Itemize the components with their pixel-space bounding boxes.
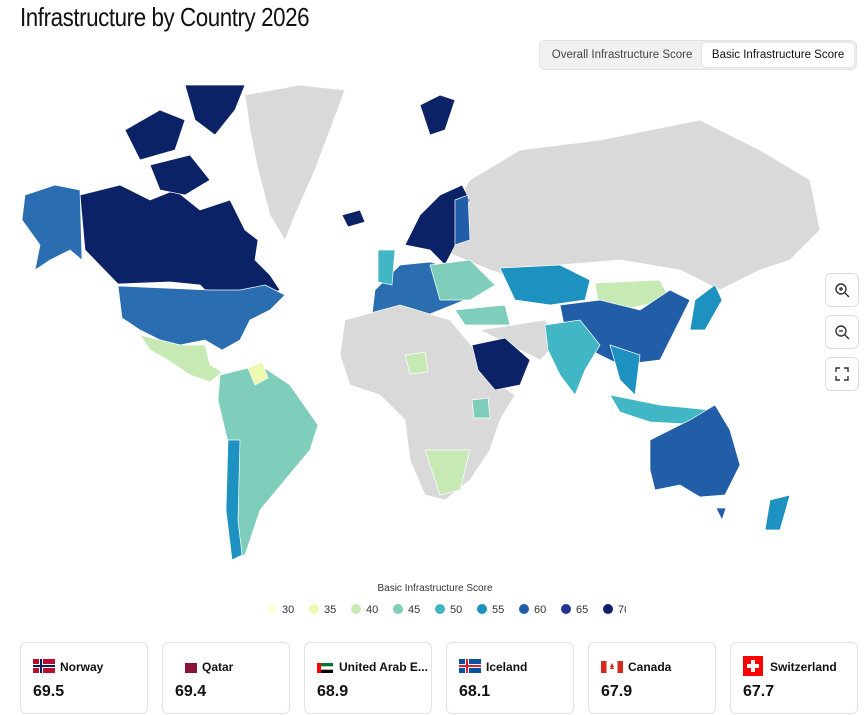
zoom-in-icon (835, 283, 850, 298)
legend-swatch (561, 604, 571, 614)
country-score: 68.1 (459, 683, 491, 700)
country[interactable] (339, 304, 516, 501)
country[interactable] (419, 94, 456, 136)
legend-swatch (393, 604, 403, 614)
flag (181, 663, 197, 673)
country-score: 67.7 (743, 683, 775, 700)
page-title: Infrastructure by Country 2026 (20, 2, 310, 32)
country-card[interactable]: United Arab E... 68.9 (304, 642, 432, 714)
country-name: Switzerland (770, 660, 837, 674)
country[interactable] (429, 259, 496, 301)
legend-title: Basic Infrastructure Score (377, 583, 493, 594)
country-score: 67.9 (601, 683, 633, 700)
toggle-option[interactable]: Basic Infrastructure Score (702, 43, 855, 67)
toggle-option[interactable]: Overall Infrastructure Score (551, 49, 693, 61)
country[interactable] (454, 194, 471, 246)
country[interactable] (404, 351, 429, 375)
legend-swatch (477, 604, 487, 614)
country[interactable] (471, 397, 491, 419)
legend-swatch (435, 604, 445, 614)
country-score: 68.9 (317, 683, 349, 700)
legend-swatch (309, 604, 319, 614)
fullscreen-button[interactable] (825, 357, 859, 391)
country[interactable] (649, 404, 741, 498)
country[interactable] (149, 154, 211, 196)
country[interactable] (184, 84, 246, 136)
country[interactable] (544, 319, 601, 396)
score-toggle: Overall Infrastructure Score Basic Infra… (539, 40, 857, 70)
flag (601, 661, 623, 673)
country[interactable] (124, 109, 186, 161)
zoom-out-icon (835, 325, 850, 340)
legend-swatch (603, 604, 613, 614)
legend-swatch (267, 604, 277, 614)
legend-label: 30 (282, 604, 294, 615)
legend-label: 55 (492, 604, 504, 615)
country-card[interactable]: Norway 69.5 (20, 642, 148, 714)
country[interactable] (499, 264, 591, 306)
fullscreen-icon (835, 367, 849, 381)
country[interactable] (609, 344, 641, 396)
legend-label: 45 (408, 604, 420, 615)
legend-swatch (351, 604, 361, 614)
legend-swatch (519, 604, 529, 614)
country-card[interactable]: Canada 67.9 (588, 642, 716, 714)
country[interactable] (471, 337, 531, 391)
countries (21, 84, 821, 561)
country-card[interactable]: Iceland 68.1 (446, 642, 574, 714)
country[interactable] (21, 184, 83, 271)
country[interactable] (139, 334, 223, 383)
zoom-out-button[interactable] (825, 315, 859, 349)
country-name: Canada (628, 660, 672, 674)
flag (317, 663, 333, 673)
country[interactable] (79, 184, 281, 301)
country[interactable] (764, 494, 791, 531)
legend-label: 40 (366, 604, 378, 615)
country-name: United Arab E... (339, 660, 428, 674)
country-score: 69.5 (33, 683, 65, 700)
legend-label: 35 (324, 604, 336, 615)
country[interactable] (217, 364, 319, 561)
country-name: Norway (60, 660, 104, 674)
country[interactable] (689, 284, 723, 331)
country[interactable] (244, 84, 346, 241)
country-card[interactable]: Switzerland 67.7 (730, 642, 858, 714)
flag (33, 659, 55, 673)
country[interactable] (341, 209, 366, 228)
country[interactable] (225, 439, 243, 561)
flag (743, 656, 763, 676)
country[interactable] (424, 449, 471, 496)
flag (459, 659, 481, 673)
zoom-in-button[interactable] (825, 273, 859, 307)
country[interactable] (454, 304, 511, 326)
country[interactable] (715, 507, 727, 521)
legend-label: 65 (576, 604, 588, 615)
country-score: 69.4 (175, 683, 207, 700)
country[interactable] (117, 284, 286, 351)
country[interactable] (247, 361, 269, 386)
country-name: Iceland (486, 660, 528, 674)
legend: 30 35 40 45 50 55 60 65 70 (267, 604, 626, 615)
world-map (21, 84, 821, 561)
country[interactable] (377, 249, 396, 286)
country-card[interactable]: Qatar 69.4 (162, 642, 290, 714)
country[interactable] (429, 119, 821, 291)
country-name: Qatar (202, 660, 234, 674)
legend-label: 60 (534, 604, 546, 615)
legend-label: 50 (450, 604, 462, 615)
legend-label: 70 (618, 604, 626, 615)
country[interactable] (404, 184, 471, 266)
